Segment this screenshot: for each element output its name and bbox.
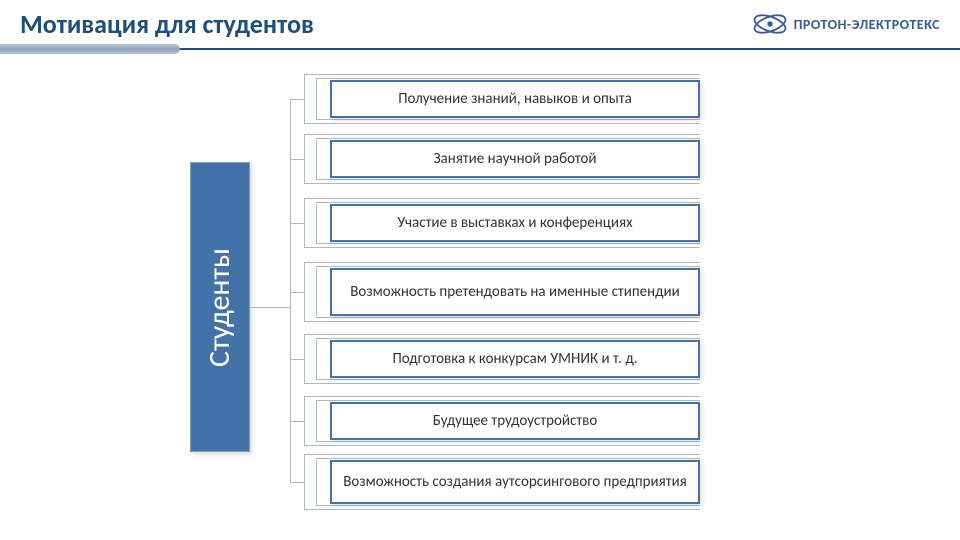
root-node: Студенты: [190, 162, 250, 452]
motivation-diagram: Студенты Получение знаний, навыков и опы…: [0, 72, 960, 532]
motivation-item: Будущее трудоустройство: [330, 402, 700, 440]
connector-branch: [290, 159, 304, 160]
motivation-item: Занятие научной работой: [330, 140, 700, 178]
connector-branch: [290, 482, 304, 483]
connector-branch: [290, 359, 304, 360]
connector-branch: [290, 292, 304, 293]
connector-branch: [290, 223, 304, 224]
motivation-item: Возможность претендовать на именные стип…: [330, 268, 700, 316]
motivation-item: Получение знаний, навыков и опыта: [330, 80, 700, 118]
motivation-item-label: Будущее трудоустройство: [433, 412, 597, 430]
logo-icon: [752, 10, 788, 38]
page-title: Мотивация для студентов: [20, 8, 314, 40]
brand-logo: ПРОТОН-ЭЛЕКТРОТЕКС: [752, 10, 940, 38]
connector-branch: [290, 421, 304, 422]
root-label: Студенты: [202, 247, 239, 366]
motivation-item-label: Получение знаний, навыков и опыта: [398, 90, 632, 108]
motivation-item-label: Возможность претендовать на именные стип…: [350, 283, 679, 301]
header-divider-bar: [0, 44, 180, 54]
motivation-item: Возможность создания аутсорсингового пре…: [330, 460, 700, 504]
connector-trunk: [290, 99, 291, 482]
header: Мотивация для студентов ПРОТОН-ЭЛЕКТРОТЕ…: [0, 0, 960, 44]
connector-branch: [290, 99, 304, 100]
motivation-item-label: Участие в выставках и конференциях: [397, 214, 632, 232]
motivation-item-label: Подготовка к конкурсам УМНИК и т. д.: [392, 350, 637, 368]
motivation-item-label: Возможность создания аутсорсингового пре…: [343, 473, 687, 491]
connector-root: [250, 307, 290, 308]
motivation-item: Подготовка к конкурсам УМНИК и т. д.: [330, 340, 700, 378]
logo-text: ПРОТОН-ЭЛЕКТРОТЕКС: [794, 16, 940, 33]
motivation-item: Участие в выставках и конференциях: [330, 204, 700, 242]
motivation-item-label: Занятие научной работой: [433, 150, 596, 168]
